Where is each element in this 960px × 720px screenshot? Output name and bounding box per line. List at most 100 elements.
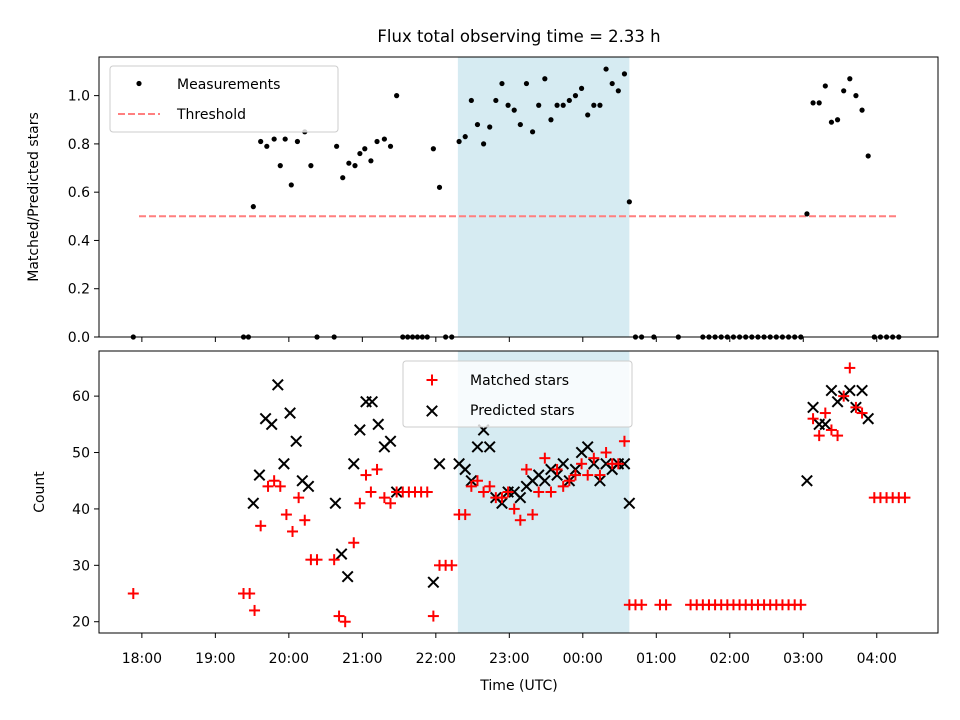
- predicted-point: [341, 570, 354, 583]
- measurement-point: [294, 138, 301, 145]
- matched-point: [594, 469, 606, 481]
- measurement-point: [357, 150, 363, 157]
- legend-plus: [426, 374, 438, 386]
- predicted-point: [278, 457, 290, 470]
- matched-point: [588, 452, 600, 464]
- x-tick-label: 23:00: [489, 651, 529, 667]
- measurement-point: [542, 76, 548, 82]
- matched-point: [813, 430, 825, 442]
- matched-point: [576, 458, 588, 470]
- predicted-point: [843, 384, 856, 397]
- matched-point: [539, 452, 551, 464]
- measurement-point: [841, 88, 847, 94]
- measurement-point: [374, 138, 380, 145]
- measurement-point: [554, 102, 560, 108]
- top-x-ticks: [141, 337, 878, 342]
- matched-point: [299, 514, 311, 526]
- bottom-y-axis-label: Count: [32, 471, 48, 513]
- bottom-y-axis: 20 30 40 50 60: [72, 389, 99, 631]
- predicted-point: [253, 469, 266, 481]
- y-tick-label: 40: [72, 502, 90, 518]
- matched-point: [328, 554, 340, 566]
- legend-predicted-label: Predicted stars: [470, 403, 575, 419]
- predicted-point: [372, 418, 385, 431]
- predicted-point: [471, 440, 484, 453]
- measurement-point: [340, 175, 346, 181]
- matched-point: [612, 458, 624, 470]
- measurement-point: [436, 184, 443, 190]
- measurement-point: [493, 97, 499, 104]
- measurement-point: [271, 136, 277, 142]
- measurement-point: [277, 163, 283, 169]
- matched-point: [262, 480, 274, 492]
- top-y-axis-label: Matched/Predicted stars: [26, 112, 42, 282]
- matched-point: [856, 407, 868, 419]
- matched-point: [244, 588, 256, 600]
- measurement-point: [560, 102, 566, 108]
- matched-point: [838, 390, 850, 402]
- predicted-point: [284, 407, 296, 419]
- matched-point: [563, 475, 575, 487]
- predicted-point: [538, 474, 551, 487]
- matched-point: [819, 407, 831, 419]
- matched-point: [508, 503, 520, 515]
- matched-point: [545, 486, 557, 498]
- bottom-panel: 20 30 40 50 60 18:00 19:00 20:00 21:00 22:00 23:0…: [32, 350, 939, 667]
- matched-point: [471, 475, 483, 487]
- matched-point: [551, 463, 563, 475]
- matched-point: [527, 509, 539, 521]
- predicted-point: [623, 497, 636, 510]
- legend-matched-marker: [426, 374, 438, 386]
- matched-point: [385, 497, 397, 509]
- measurement-point: [609, 80, 615, 87]
- y-tick-label: 30: [72, 558, 90, 574]
- predicted-point: [366, 395, 379, 408]
- y-tick-label: 60: [72, 389, 90, 405]
- predicted-point: [483, 440, 496, 453]
- measurement-point: [334, 143, 340, 149]
- measurement-point: [250, 204, 256, 210]
- matched-point: [293, 492, 305, 504]
- predicted-point: [353, 424, 366, 436]
- x-tick-label: 21:00: [342, 651, 382, 667]
- predicted-point: [557, 457, 570, 470]
- top-legend-box: [109, 65, 339, 133]
- measurement-point: [578, 85, 585, 91]
- measurement-point: [258, 138, 264, 145]
- matched-point: [795, 599, 807, 611]
- predicted-point: [856, 384, 868, 397]
- predicted-point: [459, 463, 472, 476]
- bottom-legend-box: [402, 360, 633, 428]
- measurement-point: [626, 199, 632, 205]
- measurement-point: [362, 146, 368, 152]
- x-tick-label: 18:00: [122, 651, 162, 667]
- measurement-point: [847, 76, 853, 82]
- measurement-point: [394, 93, 400, 99]
- measurement-point: [822, 83, 828, 89]
- matched-point: [446, 559, 458, 571]
- x-tick-label: 20:00: [269, 651, 309, 667]
- measurement-point: [572, 93, 579, 99]
- matched-point: [255, 520, 267, 532]
- matched-point: [378, 492, 390, 504]
- measurement-point: [548, 117, 554, 123]
- top-y-axis: 0.0 0.2 0.4 0.6 0.8 1.0: [68, 89, 99, 346]
- matched-point: [459, 509, 471, 521]
- measurement-point: [615, 88, 621, 94]
- chart-title: Flux total observing time = 2.33 h: [377, 27, 660, 46]
- predicted-point: [302, 480, 315, 493]
- legend-predicted-marker: [426, 405, 438, 417]
- predicted-point: [347, 457, 360, 470]
- measurement-point: [282, 136, 288, 142]
- predicted-point: [496, 497, 508, 510]
- bottom-x-ticks: 18:00 19:00 20:00 21:00 22:00 23:00 00:00 01:00…: [122, 633, 897, 667]
- y-tick-label: 0.4: [68, 233, 90, 249]
- legend-matched-label: Matched stars: [470, 373, 569, 389]
- predicted-point: [329, 497, 342, 510]
- measurement-point: [511, 107, 517, 113]
- measurement-point: [804, 211, 810, 217]
- x-tick-label: 01:00: [636, 651, 676, 667]
- measurement-point: [505, 102, 511, 108]
- predicted-point: [807, 401, 819, 414]
